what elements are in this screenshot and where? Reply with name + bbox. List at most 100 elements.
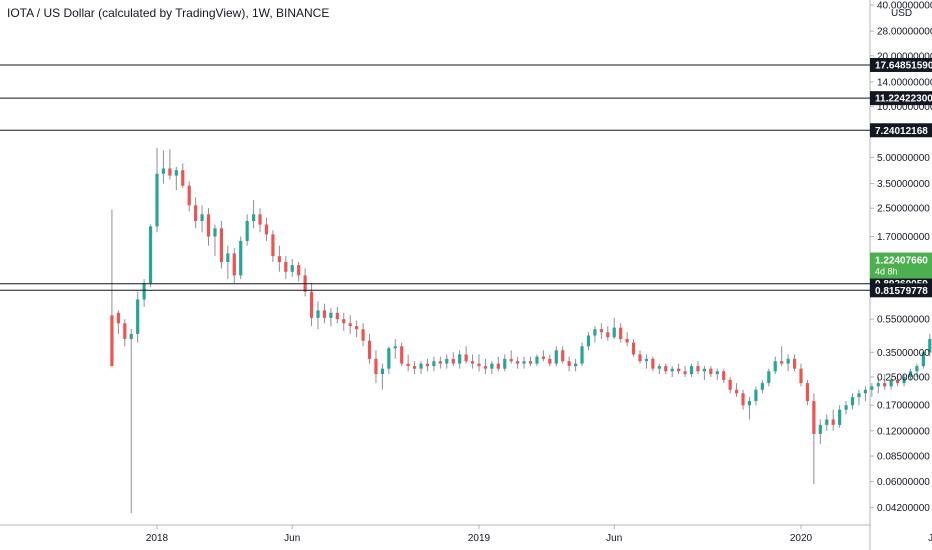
candle-body (335, 312, 339, 320)
price-tick-label: 0.06000000 (877, 477, 930, 488)
candle-body (226, 253, 230, 263)
candle-body (187, 185, 191, 206)
candle-body (400, 346, 404, 364)
candle-body (406, 363, 410, 367)
candle-body (425, 363, 430, 367)
candle-body (760, 383, 764, 390)
candle-body (683, 371, 687, 375)
candle-body (245, 220, 249, 241)
level-tag (870, 123, 932, 138)
candle-body (252, 214, 256, 221)
level-tag-label: 7.24012168 (875, 126, 928, 137)
candle-body (181, 170, 185, 186)
chart-title: IOTA / US Dollar (calculated by TradingV… (7, 6, 330, 20)
candle-body (136, 299, 140, 334)
candle-body (239, 240, 243, 276)
level-tag-label: 0.81579778 (875, 286, 928, 297)
countdown-label: 4d 8h (875, 267, 898, 277)
candle-body (657, 366, 661, 369)
candle-body (612, 327, 616, 338)
candle-body (329, 312, 333, 318)
candle-body (825, 419, 829, 425)
level-tag (870, 91, 932, 106)
candle-body (896, 379, 900, 384)
candle-body (464, 354, 468, 362)
candle-body (747, 401, 752, 406)
candle-body (651, 358, 655, 369)
price-tick-label: 0.04200000 (877, 503, 930, 514)
candle-body (889, 379, 893, 387)
current-price-tag (870, 252, 932, 279)
candle-body (142, 283, 146, 300)
price-tick-label: 5.00000000 (877, 153, 930, 164)
candle-body (599, 329, 603, 333)
candle-body (116, 312, 120, 324)
candle-body (348, 323, 352, 327)
price-tags: 17.6485159011.224223007.240121680.892600… (870, 57, 932, 298)
candle-body (876, 383, 880, 387)
candle-body (477, 363, 481, 367)
candle-body (921, 352, 925, 367)
time-axis[interactable]: 2018Jun2019Jun2020Jun2021Jun2022 (146, 525, 932, 544)
candle-body (754, 389, 758, 402)
candle-body (367, 340, 372, 359)
candle-body (735, 389, 739, 394)
candle-body (619, 327, 623, 339)
candle-body (309, 291, 314, 318)
candle-body (297, 265, 301, 276)
candle-body (625, 338, 629, 343)
candle-body (805, 383, 810, 402)
candle-body (928, 338, 932, 353)
candle-body (232, 253, 236, 276)
time-tick-label: Jun (606, 533, 622, 544)
candle-body (838, 409, 842, 425)
candle-body (773, 361, 777, 372)
horizontal-levels[interactable] (0, 64, 870, 291)
candle-body (445, 358, 449, 364)
candle-body (393, 346, 397, 349)
candle-body (522, 361, 526, 364)
candle-body (380, 368, 384, 375)
price-tick-label: 0.12000000 (877, 426, 930, 437)
price-tick-label: 0.08500000 (877, 452, 930, 463)
level-tag (870, 57, 932, 72)
candlestick-series (110, 147, 932, 514)
candle-body (219, 228, 223, 263)
candle-body (689, 366, 694, 375)
candle-body (387, 348, 391, 369)
candle-body (168, 168, 172, 176)
candle-body (908, 371, 913, 377)
candle-body (503, 358, 507, 369)
candle-body (580, 346, 584, 364)
candle-body (780, 361, 784, 364)
candle-body (863, 389, 867, 394)
candle-body (631, 342, 636, 355)
price-tick-label: 0.35000000 (877, 348, 930, 359)
price-tick-label: 0.17000000 (877, 401, 930, 412)
candle-body (129, 333, 133, 339)
candle-body (915, 366, 919, 372)
candle-body (264, 224, 269, 235)
candle-body (258, 214, 262, 225)
price-tick-label: 3.50000000 (877, 179, 930, 190)
level-tag-label: 11.22422300 (875, 94, 932, 105)
price-tick-label: 2.50000000 (877, 204, 930, 215)
candle-body (857, 393, 861, 398)
candle-body (148, 226, 153, 284)
candle-body (200, 214, 204, 221)
candle-body (702, 368, 706, 372)
candle-body (786, 358, 790, 364)
time-tick-label: Jun (284, 533, 300, 544)
candle-body (535, 356, 539, 364)
price-axis[interactable]: 40.00000000 28.00000000 20.00000000 14.0000… (870, 1, 932, 515)
candle-body (850, 397, 855, 406)
candle-body (374, 358, 378, 375)
time-tick-label: 2020 (790, 533, 813, 544)
candle-body (413, 366, 417, 369)
candle-body (419, 363, 423, 369)
candle-body (606, 332, 610, 338)
candle-body (277, 256, 281, 263)
candle-body (516, 361, 520, 364)
candle-body (677, 368, 681, 372)
